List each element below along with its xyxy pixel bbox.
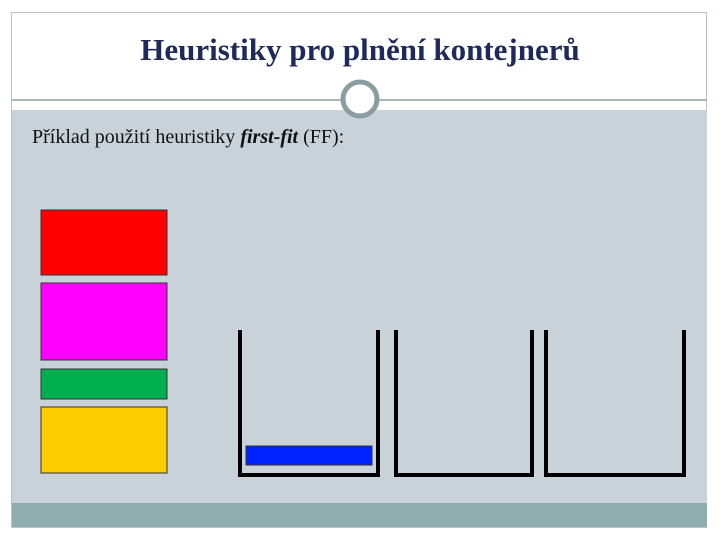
bin (394, 330, 534, 477)
intro-text: Příklad použití heuristiky (32, 126, 241, 148)
slide-title: Heuristiky pro plnění kontejnerů (140, 32, 580, 67)
item-green (40, 368, 168, 400)
body-text: Příklad použití heuristiky first-fit (FF… (32, 126, 344, 149)
bin (238, 330, 380, 477)
divider-circle (340, 79, 380, 119)
item-red (40, 209, 168, 276)
term: first-fit (240, 126, 299, 148)
item-magenta (40, 282, 168, 361)
suffix-text: (FF): (298, 126, 345, 148)
item-blue (245, 445, 373, 466)
footer-strip (12, 503, 707, 527)
bin (544, 330, 686, 477)
item-yellow (40, 406, 168, 474)
